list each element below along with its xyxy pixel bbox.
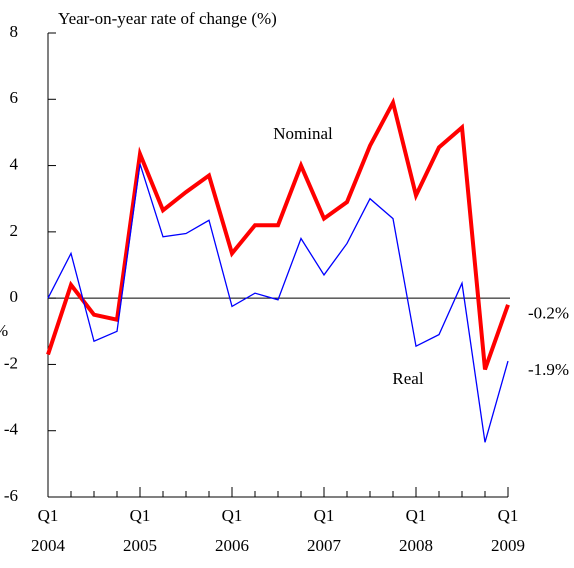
chart-title: Year-on-year rate of change (%)	[58, 9, 277, 28]
series-label: Nominal	[273, 124, 333, 143]
x-tick-label: 2005	[123, 536, 157, 555]
y-tick-label: -6	[4, 486, 18, 505]
series-line	[47, 163, 509, 443]
x-tick-label: 2004	[31, 536, 66, 555]
x-tick-label: Q1	[406, 506, 427, 525]
y-tick-label: -2	[4, 353, 18, 372]
value-label: -1.9%	[528, 360, 569, 379]
x-tick-label: Q1	[498, 506, 519, 525]
y-tick-label: 4	[10, 154, 19, 173]
series-label: Real	[392, 369, 423, 388]
x-tick-label: Q1	[130, 506, 151, 525]
x-tick-label: 2008	[399, 536, 433, 555]
y-tick-label: 8	[10, 22, 19, 41]
x-tick-label: Q1	[222, 506, 243, 525]
y-tick-label: 6	[10, 88, 19, 107]
x-tick-label: Q1	[38, 506, 59, 525]
x-tick-label: 2007	[307, 536, 342, 555]
value-label: -0.2%	[528, 304, 569, 323]
y-axis-label: %	[0, 321, 8, 340]
y-tick-label: -4	[4, 420, 19, 439]
x-tick-label: 2009	[491, 536, 525, 555]
x-tick-label: 2006	[215, 536, 249, 555]
x-tick-label: Q1	[314, 506, 335, 525]
series-line	[46, 97, 510, 371]
y-tick-label: 2	[10, 221, 19, 240]
y-tick-label: 0	[10, 287, 19, 306]
